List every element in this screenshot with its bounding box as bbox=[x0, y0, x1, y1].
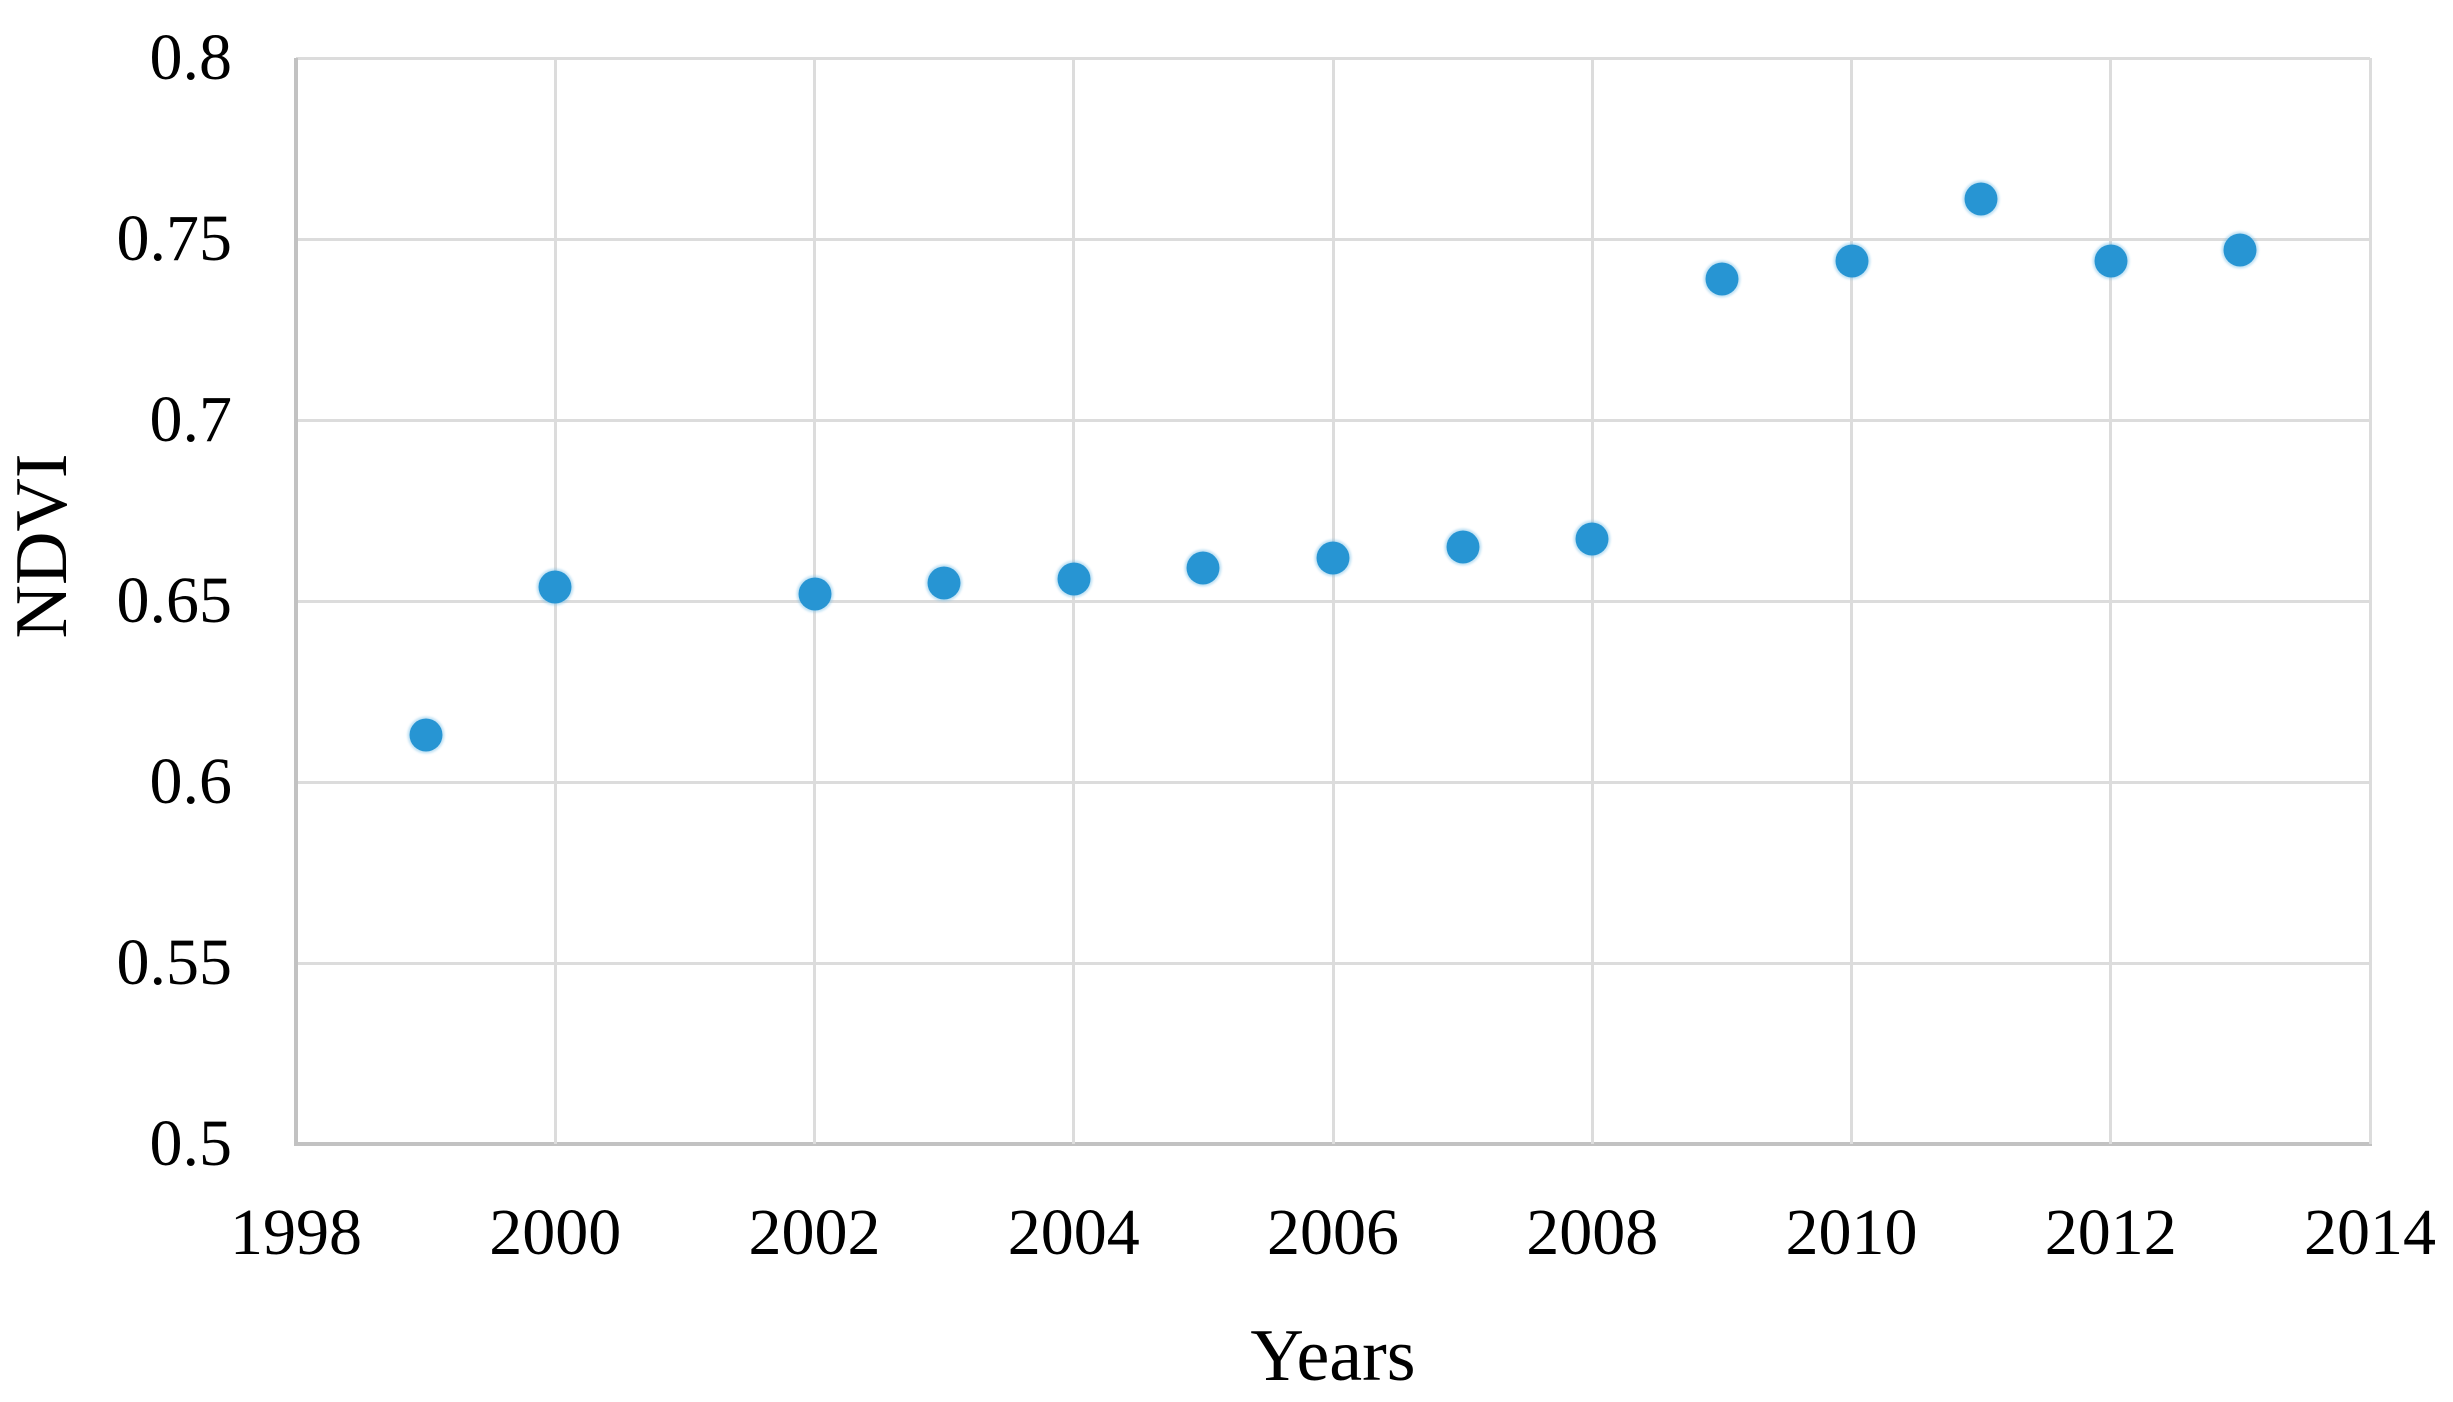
x-tick-label: 2004 bbox=[1007, 1196, 1140, 1269]
x-tick-label: 1998 bbox=[230, 1196, 362, 1269]
data-point bbox=[1446, 530, 1480, 564]
x-tick-label: 2002 bbox=[748, 1196, 881, 1269]
x-axis-line bbox=[294, 1142, 2372, 1146]
y-tick-label: 0.55 bbox=[116, 926, 233, 999]
x-axis-title: Years bbox=[1250, 1315, 1416, 1397]
x-tick-label: 2000 bbox=[489, 1196, 622, 1269]
x-tick-label: 2006 bbox=[1267, 1196, 1399, 1269]
data-point bbox=[409, 718, 443, 752]
data-point bbox=[1835, 244, 1868, 278]
x-gridline bbox=[1331, 58, 1335, 1144]
data-point bbox=[538, 570, 572, 604]
data-point bbox=[1186, 551, 1220, 585]
y-axis-line bbox=[294, 58, 298, 1144]
x-tick-label: 2010 bbox=[1785, 1196, 1918, 1269]
data-point bbox=[927, 566, 961, 600]
x-gridline bbox=[2109, 58, 2113, 1144]
y-tick-label: 0.75 bbox=[116, 202, 233, 275]
x-gridline bbox=[2368, 58, 2372, 1144]
x-gridline bbox=[1590, 58, 1594, 1144]
x-tick-label: 2014 bbox=[2304, 1196, 2436, 1269]
data-point bbox=[1575, 522, 1609, 556]
x-gridline bbox=[1072, 58, 1076, 1144]
data-point bbox=[1057, 562, 1091, 596]
y-tick-label: 0.7 bbox=[149, 383, 233, 456]
data-point bbox=[1705, 262, 1739, 296]
data-point bbox=[2094, 244, 2128, 278]
data-point bbox=[2223, 233, 2257, 267]
data-point bbox=[798, 577, 831, 611]
y-tick-label: 0.5 bbox=[149, 1107, 233, 1180]
y-tick-label: 0.8 bbox=[149, 21, 233, 94]
x-tick-label: 2008 bbox=[1526, 1196, 1659, 1269]
data-point bbox=[1316, 541, 1350, 575]
y-tick-label: 0.65 bbox=[116, 564, 233, 637]
data-point bbox=[1964, 182, 1998, 216]
y-tick-label: 0.6 bbox=[149, 745, 233, 818]
x-gridline bbox=[1850, 58, 1853, 1144]
x-tick-label: 2012 bbox=[2044, 1196, 2177, 1269]
